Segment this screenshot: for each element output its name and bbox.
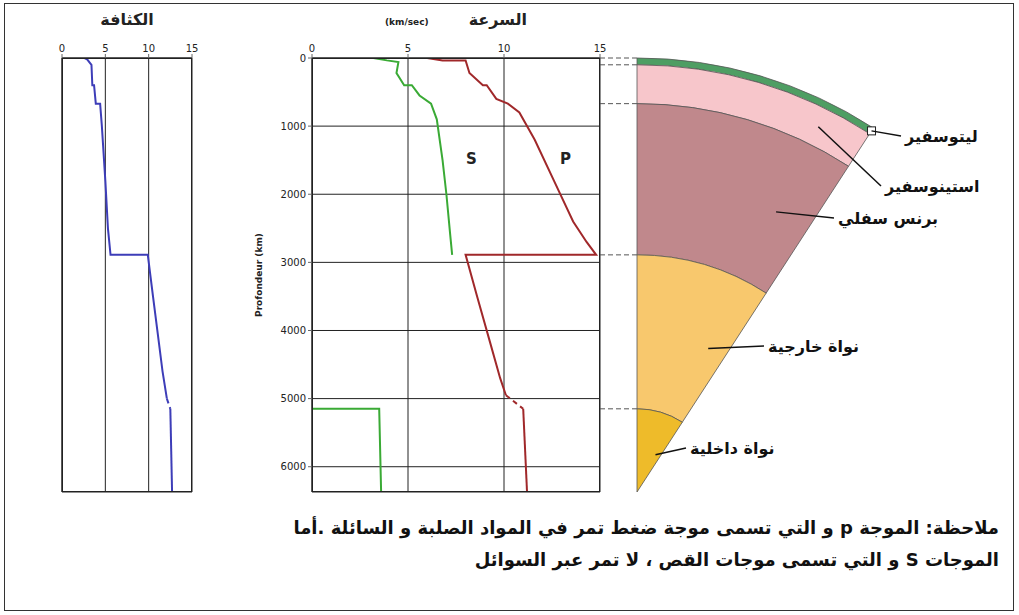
html-text:السرعة: السرعة — [468, 10, 527, 29]
svg-text:برنس سفلي: برنس سفلي — [838, 209, 938, 229]
html-text:ملاحظة: الموجة p و التي تسمى م: ملاحظة: الموجة p و التي تسمى موجة ضغط تم… — [293, 517, 999, 538]
html-text:(km/sec): (km/sec) — [385, 17, 429, 27]
svg-text:4000: 4000 — [281, 325, 306, 336]
html-text:الكثافة: الكثافة — [100, 10, 154, 29]
svg-text:ليتوسفير: ليتوسفير — [904, 127, 978, 146]
svg-text:0: 0 — [309, 43, 315, 54]
svg-text:5: 5 — [405, 43, 411, 54]
html-text:P: P — [560, 150, 571, 168]
svg-text:6000: 6000 — [281, 461, 306, 472]
svg-text:3000: 3000 — [281, 257, 306, 268]
svg-text:10: 10 — [142, 43, 155, 54]
svg-text:2000: 2000 — [281, 189, 306, 200]
svg-text:0: 0 — [300, 53, 306, 64]
svg-text:15: 15 — [186, 43, 199, 54]
html-text:S: S — [466, 150, 477, 168]
svg-text:0: 0 — [59, 43, 65, 54]
svg-text:5000: 5000 — [281, 393, 306, 404]
svg-text:استينوسفير: استينوسفير — [884, 177, 980, 196]
svg-text:15: 15 — [594, 43, 607, 54]
svg-text:5: 5 — [102, 43, 108, 54]
html-text:Profondeur (km): Profondeur (km) — [254, 233, 264, 317]
svg-text:نواة خارجية: نواة خارجية — [768, 337, 859, 356]
svg-text:1000: 1000 — [281, 121, 306, 132]
svg-text:10: 10 — [498, 43, 511, 54]
svg-text:نواة داخلية: نواة داخلية — [690, 439, 775, 458]
html-text:الموجات S و التي تسمى موجات ال: الموجات S و التي تسمى موجات القص ، لا تم… — [474, 549, 999, 570]
